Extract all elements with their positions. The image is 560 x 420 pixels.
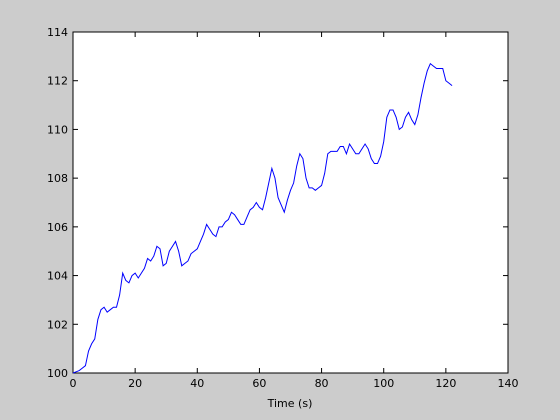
y-tick-label: 112 <box>47 75 68 88</box>
x-tick-label: 0 <box>70 377 77 390</box>
y-tick-label: 102 <box>47 318 68 331</box>
x-tick-label: 80 <box>315 377 329 390</box>
y-tick-label: 114 <box>47 26 68 39</box>
x-tick-label: 100 <box>373 377 394 390</box>
x-tick-label: 120 <box>435 377 456 390</box>
plot-area <box>72 31 509 374</box>
y-tick-label: 110 <box>47 123 68 136</box>
y-tick-label: 106 <box>47 221 68 234</box>
x-tick-label: 20 <box>128 377 142 390</box>
x-axis-label: Time (s) <box>267 397 313 410</box>
x-tick-label: 140 <box>498 377 519 390</box>
series-line <box>72 62 453 374</box>
x-tick-label: 60 <box>252 377 266 390</box>
y-tick-label: 104 <box>47 270 68 283</box>
x-tick-label: 40 <box>190 377 204 390</box>
y-tick-label: 108 <box>47 172 68 185</box>
y-tick-label: 100 <box>47 367 68 380</box>
